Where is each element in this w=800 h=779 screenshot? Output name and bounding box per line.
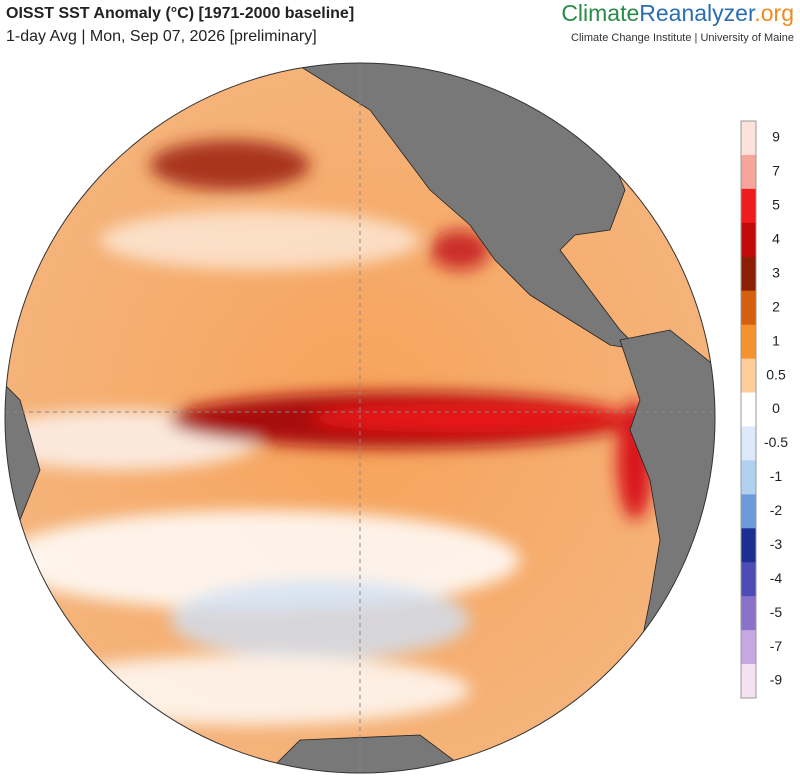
colorbar-label: -3 — [770, 536, 783, 552]
logo-part: Climate — [561, 0, 639, 26]
colorbar-segment — [741, 494, 756, 529]
colorbar-label: -4 — [770, 570, 783, 586]
logo: ClimateReanalyzer.org — [561, 0, 794, 26]
colorbar-segment — [741, 596, 756, 631]
colorbar-label: 2 — [772, 298, 780, 314]
colorbar-label: -0.5 — [764, 434, 788, 450]
colorbar-segment — [741, 630, 756, 665]
colorbar-segment — [741, 290, 756, 326]
colorbar-label: 1 — [772, 332, 780, 348]
colorbar-segment — [741, 188, 756, 224]
logo-part: Reanalyzer — [639, 0, 756, 26]
globe-outline — [4, 62, 716, 774]
colorbar-segment — [741, 664, 756, 699]
colorbar-segment — [741, 426, 756, 461]
colorbar-label: 9 — [772, 129, 780, 145]
colorbar-segment — [741, 528, 756, 563]
colorbar-segment — [741, 358, 756, 394]
colorbar-segment — [741, 460, 756, 495]
colorbar-label: 7 — [772, 163, 780, 179]
colorbar-segment — [741, 562, 756, 597]
colorbar-segment — [741, 154, 756, 190]
colorbar: 9 7 5 4 3 2 1 0.5 0 -0.5 -1 -2 -3 -4 -5 -7 -9 — [740, 120, 788, 699]
colorbar-label: 5 — [772, 197, 780, 213]
colorbar-label: -2 — [770, 502, 783, 518]
colorbar-label: 4 — [772, 230, 780, 246]
credit: Climate Change Institute | University of… — [571, 32, 794, 44]
colorbar-label: -7 — [770, 638, 783, 654]
globe — [5, 63, 715, 773]
colorbar-label: 0 — [772, 400, 780, 416]
colorbar-label: -5 — [770, 604, 783, 620]
logo-part: .org — [754, 0, 794, 26]
colorbar-label: -1 — [770, 468, 783, 484]
colorbar-label: 3 — [772, 264, 780, 280]
colorbar-segment — [741, 392, 756, 427]
colorbar-segment — [741, 222, 756, 258]
colorbar-segment — [741, 324, 756, 360]
title: OISST SST Anomaly (°C) [1971-2000 baseli… — [6, 5, 354, 22]
colorbar-label: 0.5 — [766, 366, 786, 382]
colorbar-segment — [741, 121, 756, 156]
colorbar-label: -9 — [770, 672, 783, 688]
subtitle: 1-day Avg | Mon, Sep 07, 2026 [prelimina… — [6, 28, 317, 45]
colorbar-segment — [741, 256, 756, 292]
colorbar-frame — [740, 120, 757, 699]
